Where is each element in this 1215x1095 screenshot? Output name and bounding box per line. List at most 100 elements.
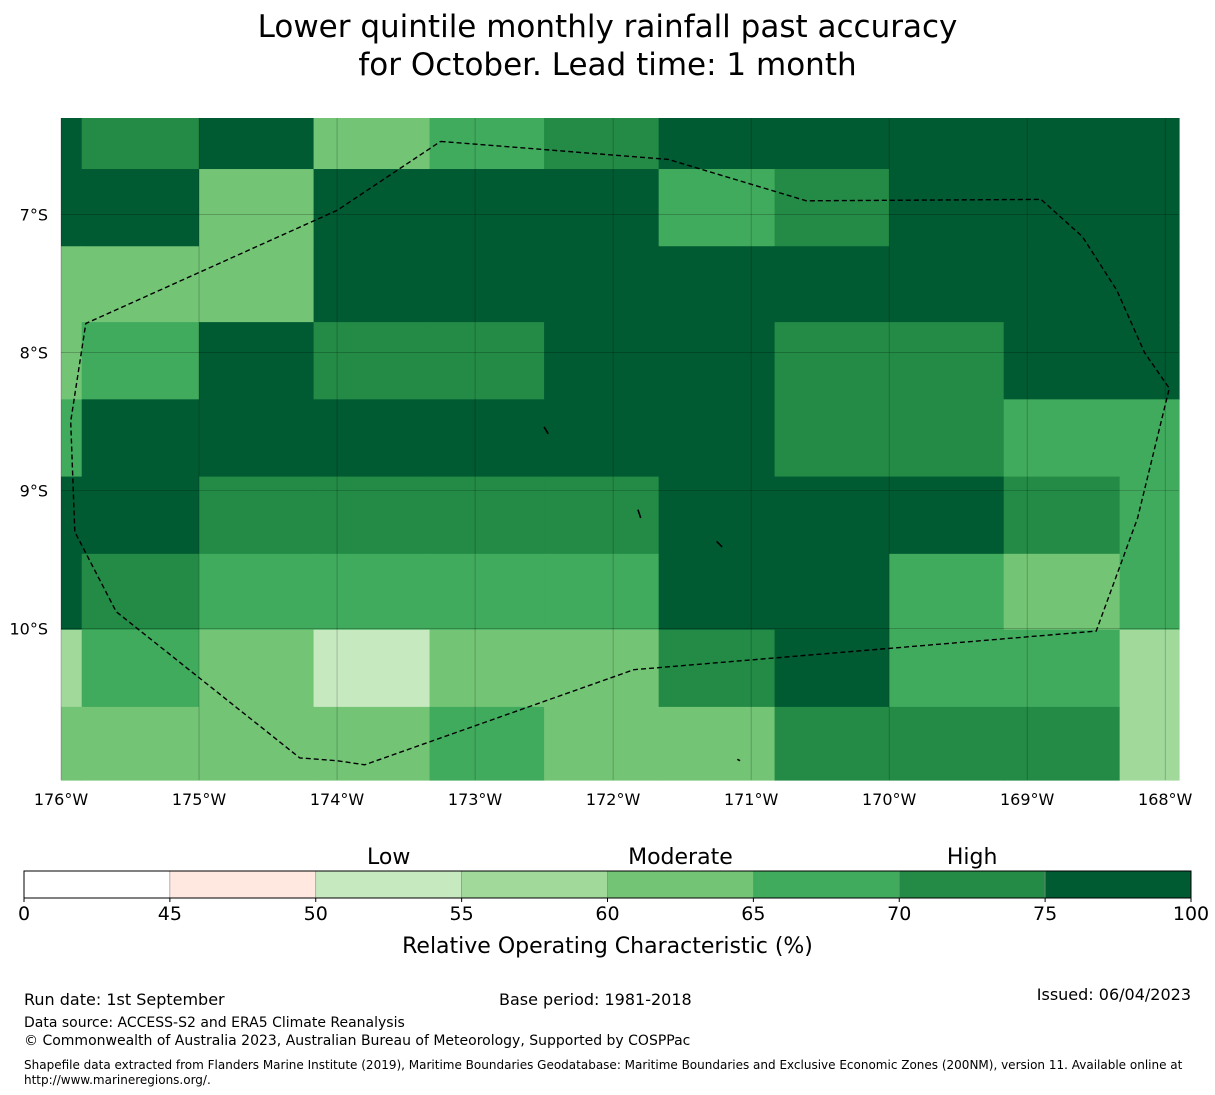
grid-cell	[889, 553, 1005, 631]
grid-cell	[1003, 553, 1121, 631]
grid-cell	[544, 553, 660, 631]
grid-cell	[81, 476, 200, 555]
grid-cell	[1003, 706, 1121, 781]
latitude-label: 7°S	[20, 206, 48, 225]
grid-cell	[1119, 706, 1180, 781]
island-outline	[716, 540, 723, 548]
grid-cell	[81, 553, 200, 631]
longitude-label: 176°W	[34, 790, 89, 809]
grid-cell	[429, 118, 545, 170]
longitude-label: 172°W	[586, 790, 641, 809]
grid-cell	[658, 629, 776, 708]
grid-cell	[199, 706, 315, 781]
island-outline	[543, 426, 549, 435]
grid-cell	[1119, 399, 1180, 478]
latitude-axis: 7°S 8°S 9°S 10°S	[9, 206, 48, 639]
latitude-label: 9°S	[20, 481, 48, 500]
grid-cell	[429, 553, 545, 631]
colorbar-tick-label: 60	[595, 903, 619, 925]
grid-cell	[1003, 246, 1121, 323]
colorbar-tick-label: 0	[18, 903, 30, 925]
grid-cell	[199, 476, 315, 555]
grid-cell	[658, 246, 776, 323]
grid-cell	[774, 706, 890, 781]
colorbar-tick-label: 100	[1173, 903, 1209, 925]
colorbar-segment	[315, 870, 462, 899]
grid-cell	[61, 706, 83, 781]
island-outline	[736, 758, 741, 762]
colorbar-tick-label: 75	[1033, 903, 1057, 925]
colorbar-segment	[898, 870, 1046, 899]
grid-cell	[658, 399, 776, 478]
grid-cell	[1003, 169, 1121, 247]
grid-cell	[81, 169, 200, 247]
grid-cell	[61, 629, 83, 708]
grid-cell	[199, 553, 315, 631]
grid-cell	[889, 399, 1005, 478]
data-source: Data source: ACCESS-S2 and ERA5 Climate …	[24, 1015, 405, 1031]
colorbar-segment	[607, 870, 754, 899]
grid-cell	[658, 169, 776, 247]
grid-cell	[1003, 476, 1121, 555]
colorbar-tick-label: 50	[304, 903, 328, 925]
colorbar-segment	[1044, 870, 1192, 899]
grid-cell	[199, 629, 315, 708]
grid-cell	[544, 246, 660, 323]
colorbar: 0 45 50 55 60 65 70 75 100 Low Moderate High Relativ…	[18, 845, 1209, 959]
grid-cell	[889, 706, 1005, 781]
grid-cell	[774, 476, 890, 555]
grid-cell	[313, 322, 431, 400]
grid-cell	[199, 322, 315, 400]
grid-cell	[313, 476, 431, 555]
grid-cell	[889, 322, 1005, 400]
graticule	[60, 118, 1179, 780]
colorbar-segment	[753, 870, 900, 899]
longitude-label: 173°W	[448, 790, 503, 809]
accuracy-grid	[61, 118, 1180, 781]
eez-boundary-line	[69, 140, 1171, 766]
grid-cell	[658, 706, 776, 781]
issued-date: Issued: 06/04/2023	[1036, 985, 1191, 1004]
grid-cell	[1119, 629, 1180, 708]
longitude-label: 175°W	[172, 790, 227, 809]
grid-cell	[544, 476, 660, 555]
grid-cell	[889, 246, 1005, 323]
accuracy-category-label: Low	[367, 845, 410, 870]
longitude-label: 168°W	[1138, 790, 1193, 809]
longitude-label: 171°W	[724, 790, 779, 809]
run-date: Run date: 1st September	[24, 990, 225, 1009]
grid-cell	[774, 322, 890, 400]
grid-cell	[313, 553, 431, 631]
grid-cell	[61, 553, 83, 631]
grid-cell	[1119, 169, 1180, 247]
colorbar-tick-label: 45	[158, 903, 182, 925]
grid-cell	[429, 169, 545, 247]
grid-cell	[313, 629, 431, 708]
grid-cell	[81, 246, 200, 323]
shapefile-credit: Shapefile data extracted from Flanders M…	[24, 1058, 1183, 1087]
grid-cell	[544, 399, 660, 478]
grid-cell	[61, 322, 83, 400]
grid-cell	[544, 322, 660, 400]
grid-cell	[544, 629, 660, 708]
grid-cell	[774, 629, 890, 708]
grid-cell	[313, 399, 431, 478]
copyright-notice: © Commonwealth of Australia 2023, Austra…	[24, 1033, 691, 1049]
grid-cell	[774, 246, 890, 323]
island-outlines	[543, 426, 741, 762]
colorbar-segment	[461, 870, 608, 899]
longitude-label: 174°W	[310, 790, 365, 809]
grid-cell	[61, 399, 83, 478]
grid-cell	[61, 169, 83, 247]
latitude-label: 8°S	[20, 343, 48, 362]
colorbar-tick-label: 65	[741, 903, 765, 925]
colorbar-tick-label: 55	[450, 903, 474, 925]
longitude-label: 169°W	[1000, 790, 1055, 809]
grid-cell	[889, 629, 1005, 708]
grid-cell	[313, 169, 431, 247]
grid-cell	[81, 629, 200, 708]
grid-cell	[199, 118, 315, 170]
base-period: Base period: 1981-2018	[499, 990, 692, 1009]
grid-cell	[774, 399, 890, 478]
